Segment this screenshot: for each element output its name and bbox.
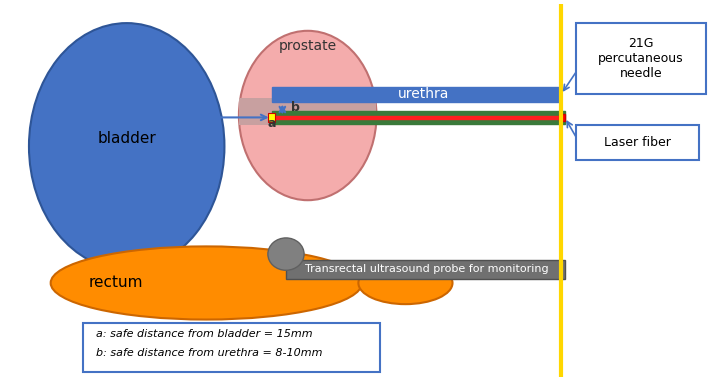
Ellipse shape — [268, 238, 304, 270]
FancyBboxPatch shape — [576, 23, 706, 94]
Text: a: a — [267, 117, 276, 130]
Bar — [286, 260, 565, 279]
Text: urethra: urethra — [398, 87, 449, 101]
Text: b: b — [291, 100, 300, 114]
Ellipse shape — [29, 23, 224, 269]
Ellipse shape — [239, 31, 376, 200]
Bar — [272, 116, 563, 119]
Text: a: safe distance from bladder = 15mm: a: safe distance from bladder = 15mm — [96, 329, 312, 339]
Bar — [272, 111, 565, 124]
Bar — [268, 112, 275, 122]
FancyBboxPatch shape — [83, 323, 380, 372]
Bar — [272, 87, 561, 102]
Text: b: safe distance from urethra = 8-10mm: b: safe distance from urethra = 8-10mm — [96, 348, 322, 358]
Text: Transrectal ultrasound probe for monitoring: Transrectal ultrasound probe for monitor… — [306, 264, 549, 275]
Bar — [559, 114, 565, 121]
Text: 21G
percutaneous
needle: 21G percutaneous needle — [598, 37, 683, 80]
Text: rectum: rectum — [88, 276, 143, 290]
Text: bladder: bladder — [97, 131, 156, 146]
Text: Laser fiber: Laser fiber — [604, 136, 670, 149]
Text: prostate: prostate — [279, 39, 337, 53]
Ellipse shape — [358, 262, 452, 304]
Bar — [239, 98, 376, 125]
Ellipse shape — [51, 246, 362, 320]
FancyBboxPatch shape — [576, 125, 699, 160]
